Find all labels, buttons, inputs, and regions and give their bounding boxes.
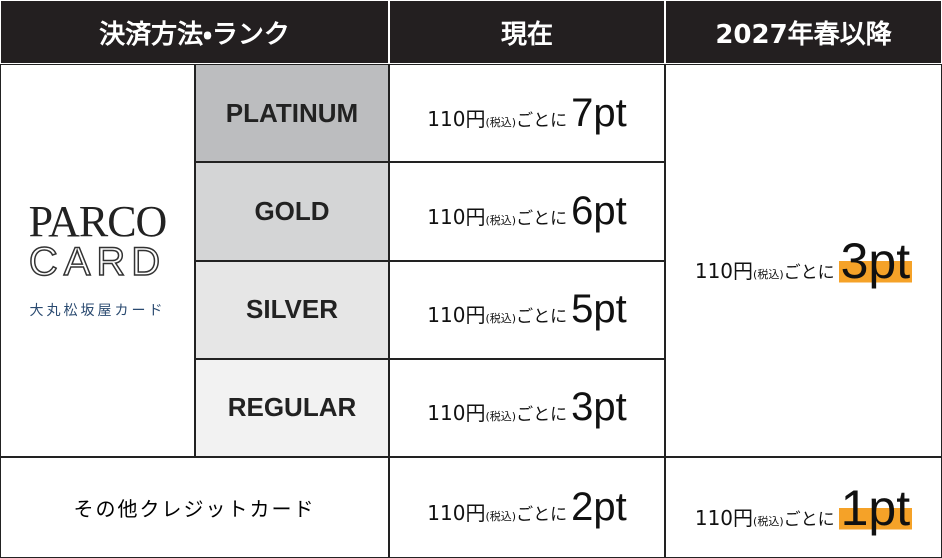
rate: 110円(税込)ごとに 6pt bbox=[427, 189, 626, 234]
rate: 110円(税込)ごとに 3pt bbox=[694, 232, 913, 290]
rate-points: 2pt bbox=[571, 485, 627, 529]
rate-amount: 110円 bbox=[694, 258, 754, 283]
header-cell: 2027年春以降 bbox=[665, 0, 942, 64]
logo-issuer: 大丸松坂屋カード bbox=[29, 302, 166, 319]
rate-cell: 110円(税込)ごとに 3pt bbox=[389, 358, 665, 457]
rate-points: 7pt bbox=[571, 90, 627, 135]
rate-points: 1pt bbox=[838, 479, 913, 536]
rank-cell: PLATINUM bbox=[195, 64, 389, 163]
rate-unit: ごとに bbox=[783, 262, 835, 283]
rate-tax: (税込) bbox=[753, 514, 784, 528]
rate-unit: ごとに bbox=[516, 110, 568, 131]
rate-points: 3pt bbox=[571, 385, 627, 430]
rate-amount: 110円 bbox=[694, 505, 754, 530]
rate: 110円(税込)ごとに 7pt bbox=[427, 91, 626, 136]
rate-cell: 110円(税込)ごとに 1pt bbox=[665, 457, 942, 558]
rate-unit: ごとに bbox=[516, 505, 568, 525]
rate-cell: 110円(税込)ごとに 7pt bbox=[389, 64, 665, 163]
rate-unit: ごとに bbox=[516, 208, 568, 229]
rate-cell: 110円(税込)ごとに 5pt bbox=[389, 260, 665, 359]
rate-tax: (税込) bbox=[485, 312, 517, 326]
rank-cell: SILVER bbox=[195, 260, 389, 359]
rate-amount: 110円 bbox=[427, 204, 486, 229]
rate-amount: 110円 bbox=[427, 501, 486, 525]
rank-cell: GOLD bbox=[195, 162, 389, 261]
rate-tax: (税込) bbox=[485, 410, 517, 424]
rate-cell: 110円(税込)ごとに 6pt bbox=[389, 162, 665, 261]
rate-points: 6pt bbox=[571, 188, 627, 233]
rate-points: 3pt bbox=[838, 232, 913, 289]
rate-unit: ごとに bbox=[783, 509, 835, 530]
other-cell: その他クレジットカード bbox=[0, 457, 389, 558]
rate: 110円(税込)ごとに 3pt bbox=[427, 385, 626, 430]
rate-tax: (税込) bbox=[753, 267, 784, 281]
rate-unit: ごとに bbox=[516, 405, 568, 426]
header-text: 現在 bbox=[500, 19, 553, 50]
rank-name: PLATINUM bbox=[225, 97, 359, 128]
rate-amount: 110円 bbox=[427, 106, 486, 131]
rate-points: 5pt bbox=[571, 287, 627, 332]
rate-amount: 110円 bbox=[427, 303, 486, 328]
rate: 110円(税込)ごとに 5pt bbox=[427, 287, 626, 332]
rate-tax: (税込) bbox=[485, 510, 517, 523]
rank-name: GOLD bbox=[254, 195, 330, 226]
rate: 110円(税込)ごとに 1pt bbox=[694, 479, 913, 537]
other-name: その他クレジットカード bbox=[73, 497, 316, 521]
rank-name: REGULAR bbox=[227, 392, 357, 423]
rate-cell: 110円(税込)ごとに 3pt bbox=[665, 64, 942, 457]
rank-name: SILVER bbox=[246, 294, 338, 325]
rate-unit: ごとに bbox=[516, 307, 568, 328]
rate-tax: (税込) bbox=[485, 115, 517, 129]
header-text: 決済方法・ランク bbox=[99, 19, 290, 50]
header-cell: 現在 bbox=[389, 0, 665, 64]
rate: 110円(税込)ごとに 2pt bbox=[427, 485, 626, 530]
rank-cell: REGULAR bbox=[195, 358, 389, 457]
header-cell: 決済方法・ランク bbox=[0, 0, 389, 64]
logo-cell: PARCO CARD 大丸松坂屋カード bbox=[0, 64, 195, 457]
rate-tax: (税込) bbox=[485, 213, 517, 227]
rate-amount: 110円 bbox=[427, 401, 486, 426]
logo-brand: PARCO bbox=[28, 196, 168, 246]
header-text: 2027年春以降 bbox=[715, 19, 892, 50]
rate-cell: 110円(税込)ごとに 2pt bbox=[389, 457, 665, 558]
logo-card: CARD bbox=[28, 239, 167, 284]
